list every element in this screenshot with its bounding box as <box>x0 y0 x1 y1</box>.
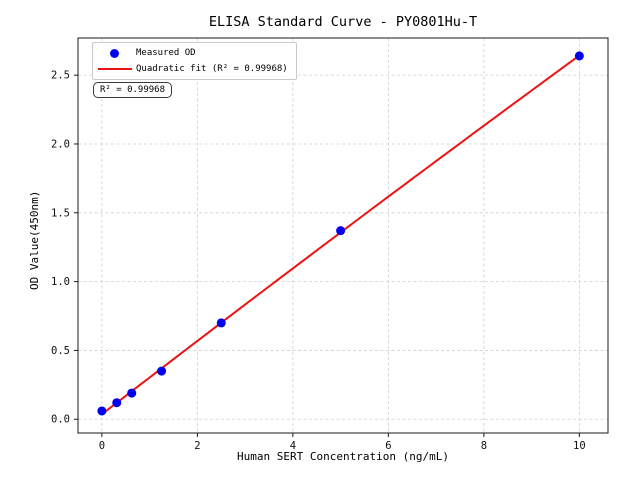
data-point <box>97 406 107 416</box>
chart-title: ELISA Standard Curve - PY0801Hu-T <box>208 14 478 30</box>
data-point <box>112 398 122 408</box>
fit-line-icon <box>97 67 132 70</box>
legend-item-measured-od: Measured OD <box>93 46 288 60</box>
y-tick-label: 2.0 <box>51 138 70 150</box>
x-tick-label: 6 <box>385 440 391 452</box>
x-tick-label: 0 <box>99 440 105 452</box>
legend-marker-cell <box>93 67 136 70</box>
legend-item-quadratic-fit: Quadratic fit (R² = 0.99968) <box>93 62 288 76</box>
data-point <box>127 388 137 398</box>
y-tick-label: 0.5 <box>51 345 70 357</box>
legend-label-measured-od: Measured OD <box>136 48 196 59</box>
axes-frame <box>77 37 609 434</box>
y-tick-label: 1.0 <box>51 276 70 288</box>
data-point <box>574 51 584 61</box>
x-tick-label: 10 <box>573 440 586 452</box>
r-squared-annotation: R² = 0.99968 <box>93 82 173 98</box>
scatter-dot-icon <box>110 48 119 58</box>
x-tick-label: 2 <box>194 440 200 452</box>
x-tick-label: 8 <box>481 440 487 452</box>
y-axis-label: OD Value(450nm) <box>28 190 41 290</box>
data-point <box>336 226 346 236</box>
x-tick-label: 4 <box>290 440 296 452</box>
y-tick-label: 2.5 <box>51 70 70 82</box>
y-tick-label: 1.5 <box>51 207 70 219</box>
data-point <box>216 318 226 328</box>
x-axis-label: Human SERT Concentration (ng/mL) <box>237 450 449 463</box>
data-point <box>157 366 167 376</box>
legend: Measured OD Quadratic fit (R² = 0.99968) <box>92 42 297 80</box>
y-tick-label: 0.0 <box>51 414 70 426</box>
legend-marker-cell <box>93 48 136 58</box>
legend-label-quadratic-fit: Quadratic fit (R² = 0.99968) <box>136 63 288 74</box>
